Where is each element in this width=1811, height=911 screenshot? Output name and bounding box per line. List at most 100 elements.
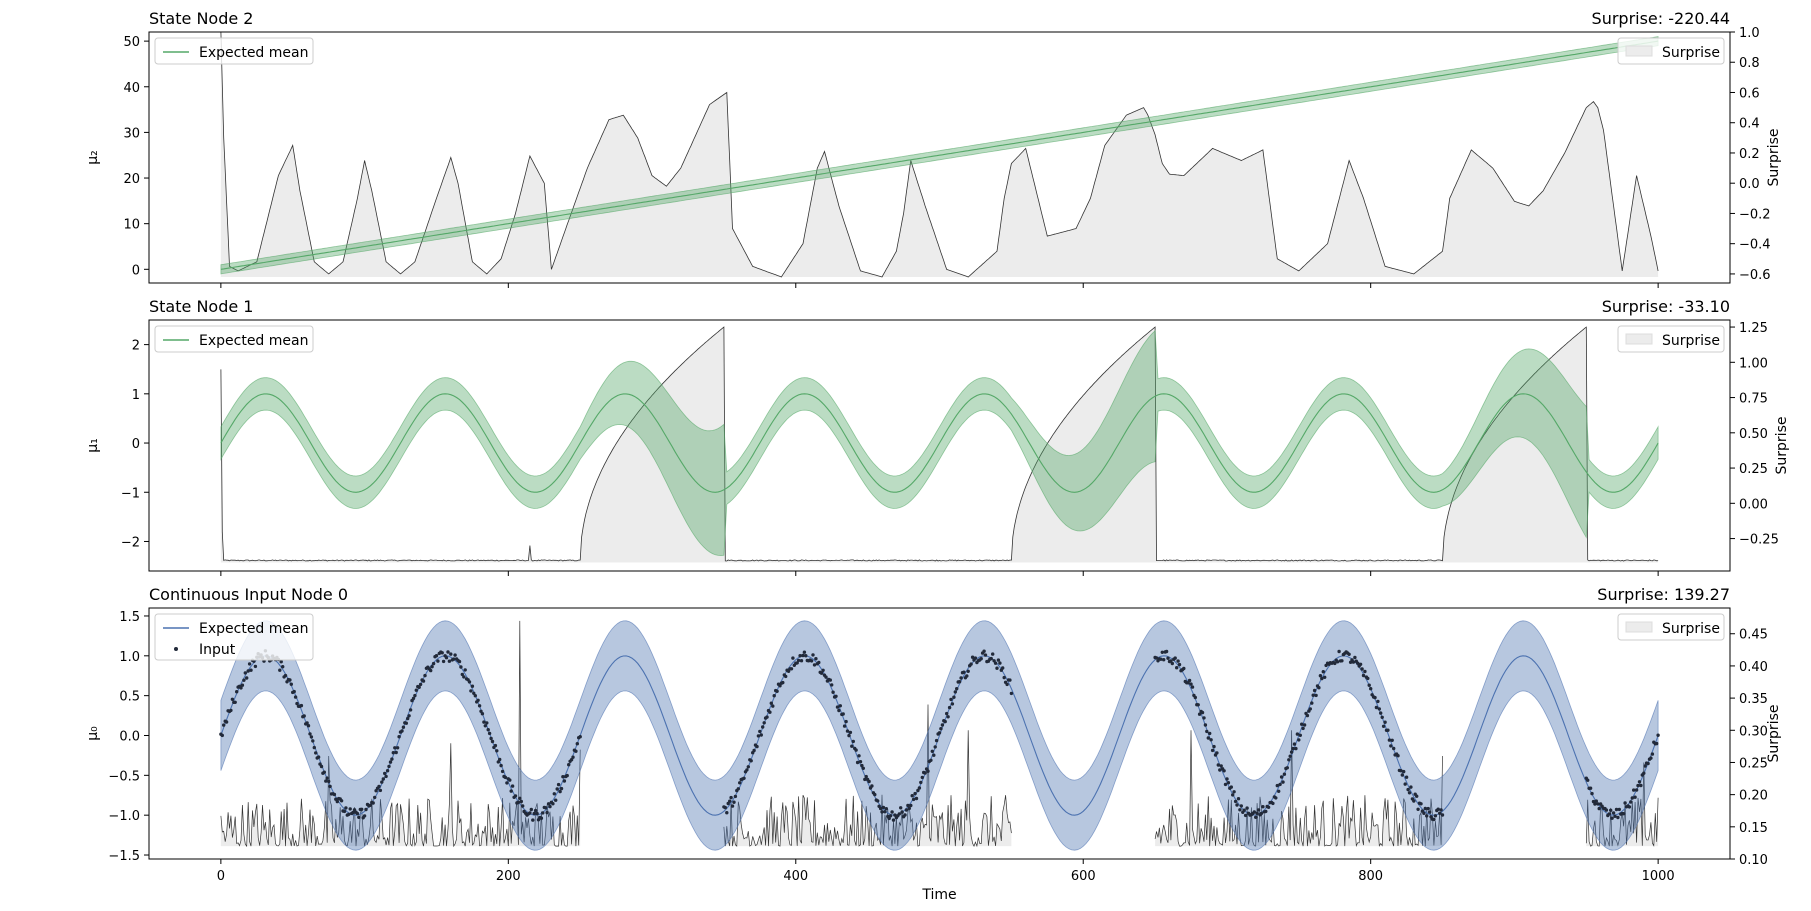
input-point [489,736,493,741]
input-point [982,649,986,653]
input-point [381,777,385,781]
input-point [1301,726,1305,731]
input-point [991,652,995,656]
input-point [1175,666,1179,670]
input-point [906,803,910,808]
y-tick-label: 0.5 [119,690,140,705]
y-tick-label: 0 [132,437,140,452]
y2-tick-label: 0.6 [1739,86,1760,101]
input-point [1373,695,1377,700]
chart-title: State Node 2 [149,9,253,28]
input-point [867,779,871,784]
input-point [914,796,919,801]
input-point [498,757,502,762]
input-point [1438,811,1442,815]
surprise-total-label: Surprise: 139.27 [1597,585,1730,604]
input-point [1594,799,1599,803]
y2-tick-label: 0.25 [1739,462,1768,477]
input-point [569,758,574,762]
input-point [436,659,440,663]
input-point [966,669,970,673]
input-point [414,688,418,692]
input-point [884,807,888,811]
y-tick-label: −1 [121,486,140,501]
input-point [558,789,562,794]
input-point [969,662,973,666]
input-point [283,673,288,678]
input-point [1294,746,1298,751]
input-point [347,812,351,816]
input-point [873,792,877,797]
legend-right: Surprise [1617,613,1725,641]
input-point [907,806,911,811]
surprise-area [1155,730,1443,847]
y2-tick-label: 0.40 [1739,660,1768,675]
y-tick-label: −2 [121,535,140,550]
input-point [821,668,825,672]
y-axis-label: μ₂ [85,150,101,165]
input-point [830,683,834,687]
input-point [575,742,579,746]
input-point [738,781,742,785]
input-point [1182,666,1186,671]
y-tick-label: −1.0 [108,809,140,824]
input-point [791,656,795,660]
input-point [1278,782,1282,787]
input-point [1383,720,1387,724]
input-point [288,678,292,682]
expected-mean-line [220,393,1659,493]
input-point [457,659,462,664]
input-point [996,658,1001,662]
input-point [503,775,508,780]
input-point [946,715,950,719]
input-point [953,690,957,694]
input-point [1311,693,1315,697]
input-point [855,760,860,765]
input-point [401,725,406,729]
input-point [876,799,880,803]
input-point [384,774,388,779]
input-point [1212,744,1216,749]
input-point [559,786,564,791]
input-point [556,782,561,787]
input-point [784,674,788,679]
surprise-area [220,32,1659,277]
input-point [1396,754,1400,758]
input-point [1288,754,1292,758]
surprise-series [220,31,1659,278]
expected-mean-line [220,40,1659,270]
input-point [831,690,835,694]
y-tick-label: 30 [123,126,140,141]
input-point [1623,801,1627,805]
y-tick-label: 0.0 [119,729,140,744]
input-point [1390,738,1394,742]
input-point [1361,673,1366,678]
expected-mean-series [220,329,1659,557]
input-point [413,693,417,698]
input-point [459,665,463,669]
input-point [1356,661,1360,665]
input-point [355,811,360,816]
panel-3: 0 200 400 600 800 1000 Time −1.5 −1.0 −0.5 0.0 0.5 1… [85,585,1782,903]
input-point [761,725,765,729]
input-point [1245,806,1249,810]
input-point [749,759,753,763]
input-point [959,676,963,680]
input-point [500,769,505,774]
input-point [842,724,847,728]
input-point [947,705,952,710]
input-point [325,776,329,780]
input-point [417,685,421,689]
y2-tick-label: −0.2 [1739,207,1771,222]
input-point [795,661,799,665]
input-point [880,810,884,814]
input-point [1611,811,1616,815]
input-point [1406,787,1410,792]
input-point [1218,768,1222,772]
input-point [411,696,416,701]
input-point [385,769,390,773]
input-point [1432,817,1436,822]
input-point [851,739,855,744]
input-point [798,654,802,658]
input-point [319,764,324,769]
